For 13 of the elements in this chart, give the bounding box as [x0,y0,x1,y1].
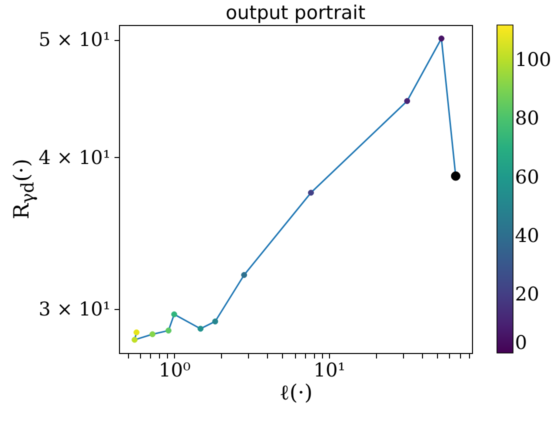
y-tick-label: 5 × 10¹ [38,29,110,52]
color-bar-label: 60 [515,166,540,188]
color-bar-label: 40 [515,224,540,247]
x-tick-label: 10⁰ [158,360,191,382]
y-tick-label: 3 × 10¹ [38,298,110,321]
color-bar-label: 20 [515,283,540,306]
color-bar-label: 100 [515,49,552,72]
color-bar-label: 80 [515,108,540,130]
color-bar-label: 0 [515,332,528,354]
chart-title: output portrait [226,2,366,24]
x-axis-title: ℓ(·) [279,380,313,404]
x-tick-label: 10¹ [314,360,346,382]
y-tick-label: 4 × 10¹ [38,146,110,169]
